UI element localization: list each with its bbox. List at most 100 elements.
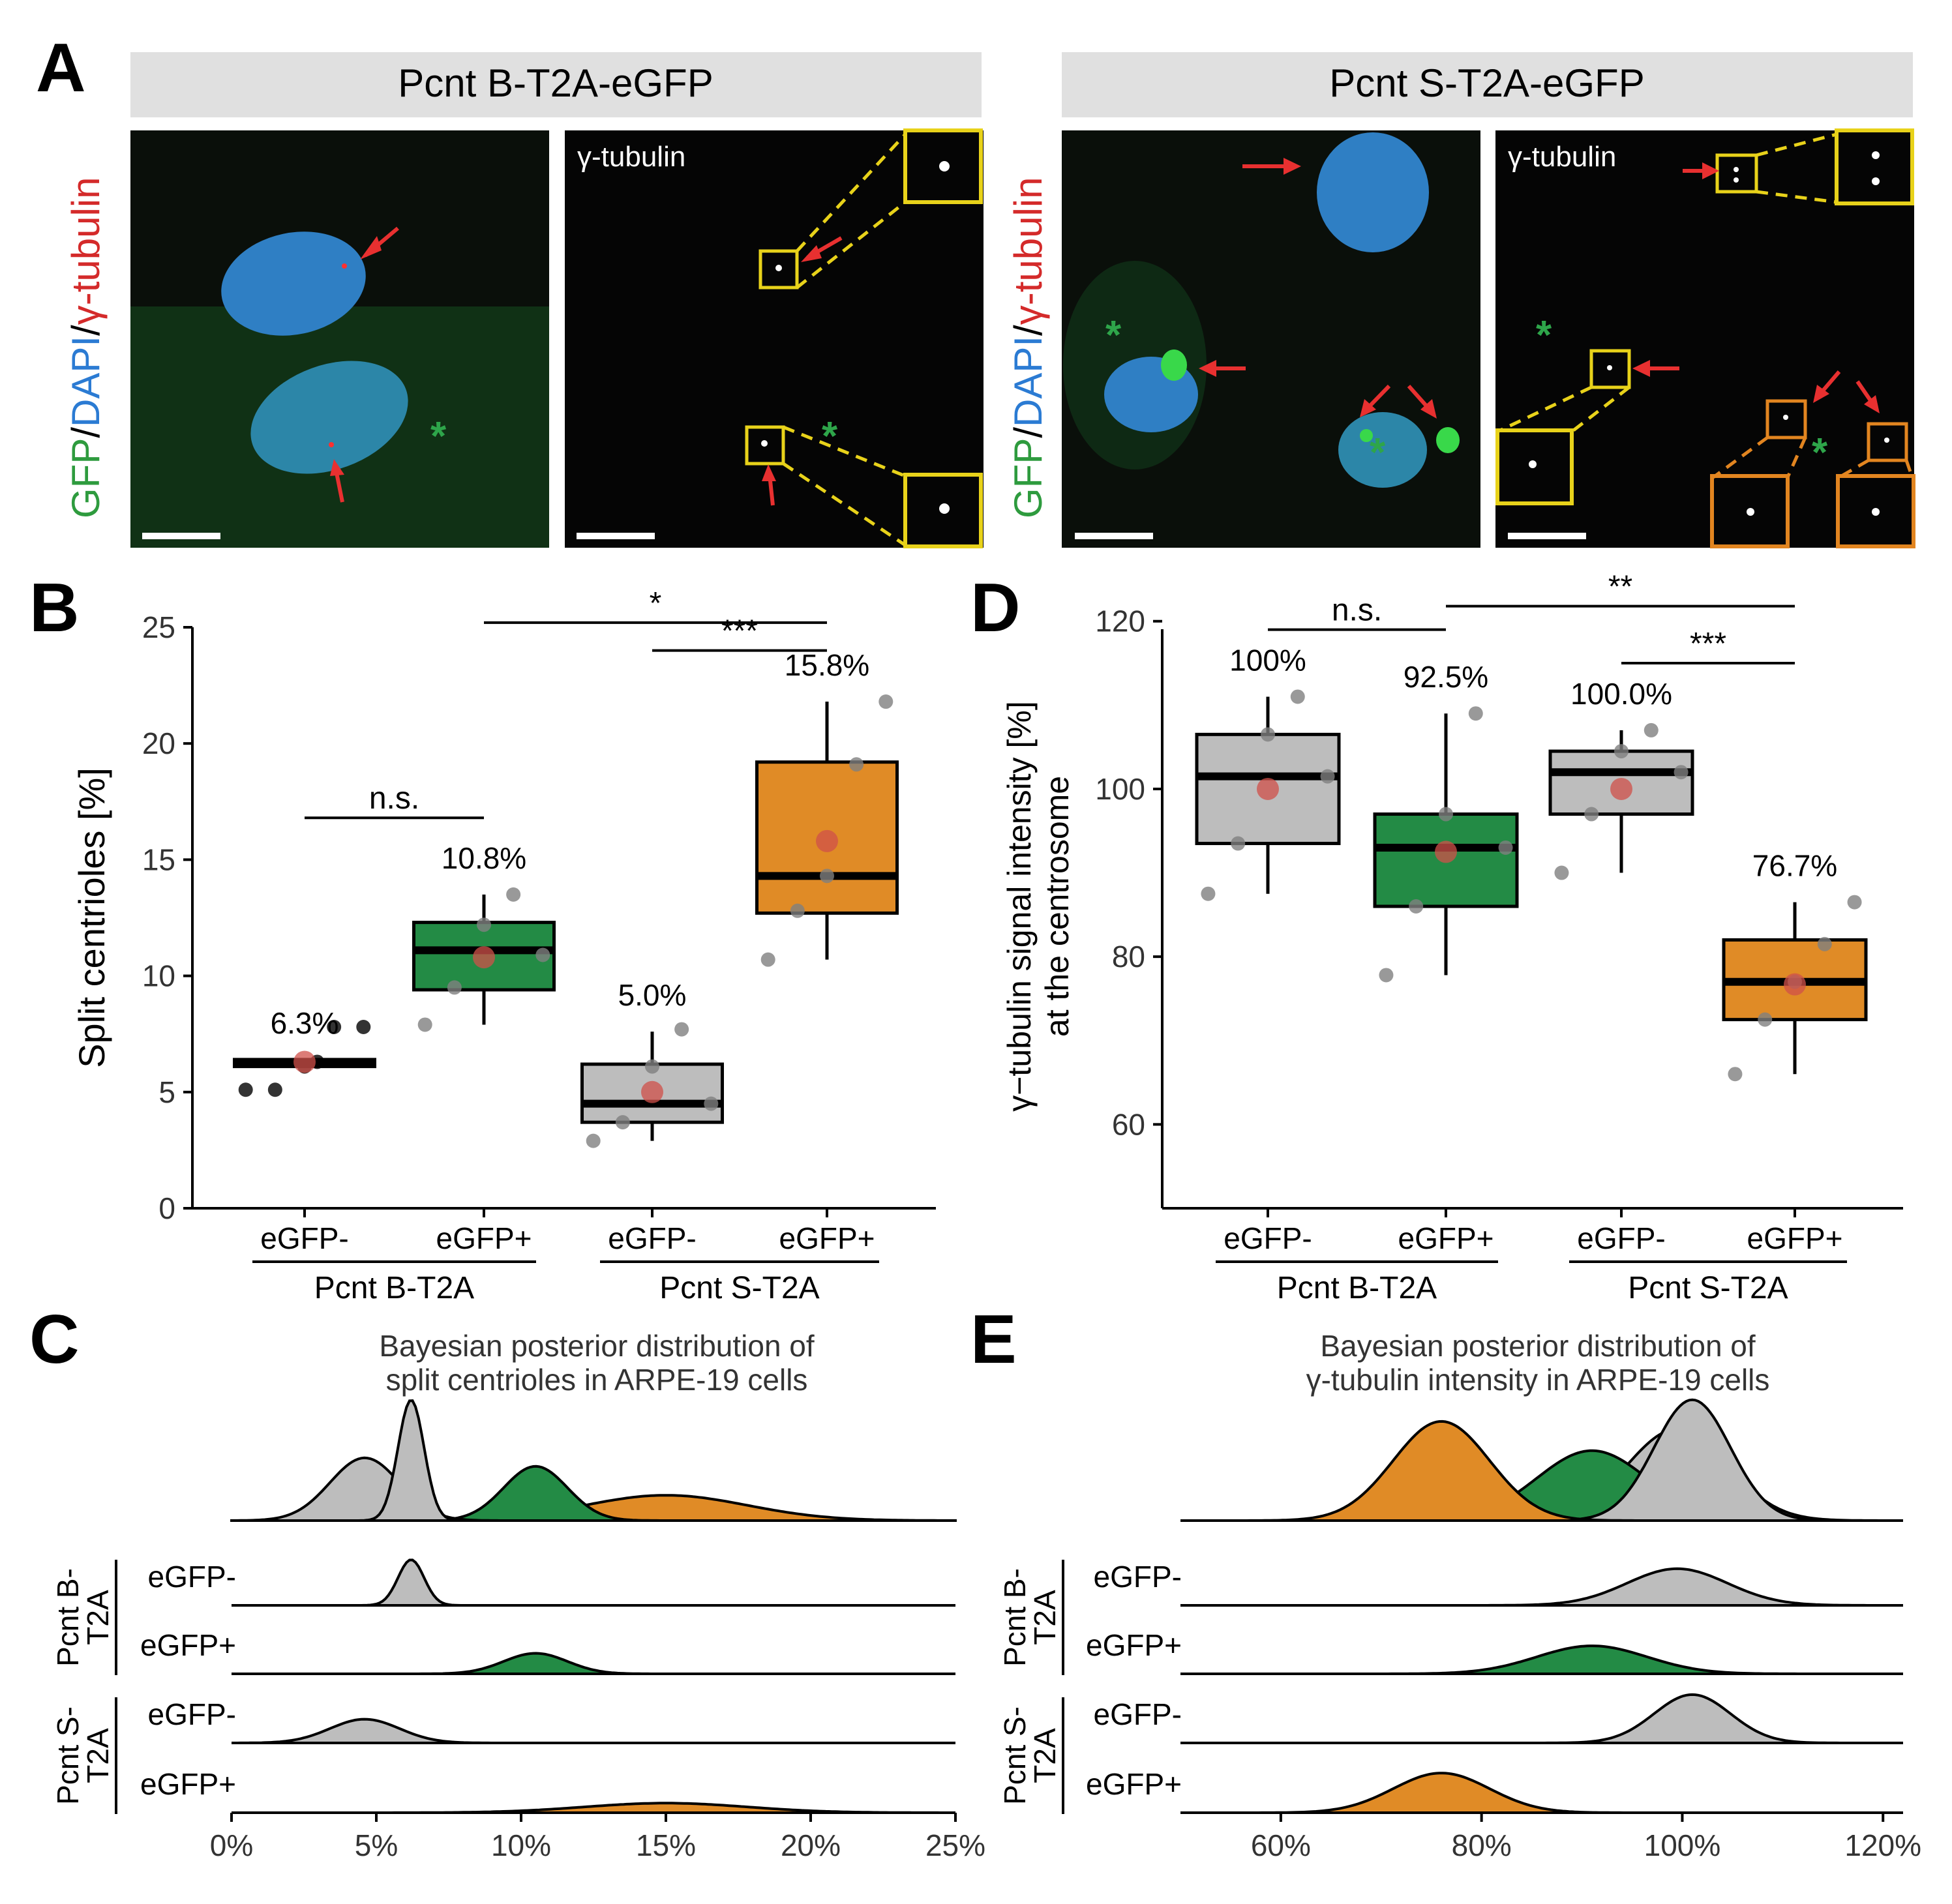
- row-group-label: Pcnt S-: [51, 1706, 85, 1805]
- mean-point: [1610, 777, 1632, 800]
- density-title: γ-tubulin intensity in ARPE-19 cells: [1306, 1363, 1770, 1397]
- density-split-centrioles: Bayesian posterior distribution ofsplit …: [51, 1329, 985, 1862]
- mean-label: 6.3%: [271, 1006, 339, 1040]
- data-point: [1290, 689, 1305, 704]
- significance-label: n.s.: [369, 781, 419, 816]
- micrograph-b-merge: *: [130, 130, 549, 548]
- nucleus: [1338, 412, 1427, 488]
- data-point: [586, 1133, 601, 1148]
- data-point: [1728, 1067, 1743, 1082]
- row-group-label: T2A: [81, 1590, 115, 1645]
- data-point: [1847, 895, 1862, 910]
- label-slash: /: [64, 325, 108, 336]
- micrograph-s-merge: * *: [1062, 130, 1480, 548]
- nucleus: [250, 361, 408, 474]
- x-category-label: eGFP-: [1577, 1221, 1665, 1255]
- micrograph-s-gamma: γ-tubulin * *: [1495, 128, 1915, 548]
- mean-label: 100.0%: [1570, 677, 1672, 711]
- scale-bar: [142, 533, 220, 539]
- mean-point: [1784, 973, 1806, 996]
- density-title: Bayesian posterior distribution of: [1320, 1329, 1756, 1363]
- data-point: [1231, 836, 1246, 851]
- data-point: [535, 947, 550, 962]
- density-curve: [232, 1718, 955, 1744]
- significance-label: **: [1608, 570, 1632, 604]
- mean-point: [641, 1080, 663, 1103]
- y-tick-label: 0: [158, 1191, 175, 1225]
- header-left: Pcnt B-T2A-eGFP: [398, 61, 713, 105]
- y-tick-label: 10: [142, 959, 175, 993]
- row-label: eGFP-: [148, 1560, 236, 1594]
- scale-bar: [1075, 533, 1153, 539]
- x-tick-label: 10%: [491, 1828, 551, 1862]
- mean-point: [1257, 777, 1279, 800]
- row-label: eGFP+: [1086, 1767, 1182, 1801]
- header-bar-right: [1062, 52, 1913, 117]
- y-tick-label: 80: [1112, 940, 1145, 974]
- mean-label: 10.8%: [442, 841, 526, 875]
- y-tick-label: 100: [1095, 772, 1145, 806]
- side-label-left: GFP/DAPI/γ-tubulin: [64, 177, 108, 518]
- asterisk: *: [430, 414, 447, 459]
- data-point: [1817, 936, 1832, 951]
- data-point: [704, 1096, 719, 1111]
- data-point: [1758, 1012, 1773, 1027]
- data-point: [760, 952, 775, 967]
- density-curve: [1180, 1693, 1903, 1744]
- gamma-label: γ-tubulin: [577, 141, 685, 173]
- data-point: [1439, 807, 1453, 822]
- data-point: [267, 1082, 282, 1097]
- data-point: [1498, 840, 1513, 855]
- x-tick-label: 20%: [781, 1828, 841, 1862]
- label-gamma: γ-tubulin: [1006, 177, 1050, 325]
- mean-label: 92.5%: [1404, 660, 1488, 694]
- data-point: [1320, 769, 1335, 784]
- label-slash: /: [64, 427, 108, 438]
- header-bar-left: [130, 52, 982, 117]
- y-tick-label: 25: [142, 610, 175, 644]
- data-point: [356, 1020, 371, 1035]
- mean-point: [1435, 840, 1457, 863]
- x-tick-label: 80%: [1452, 1828, 1512, 1862]
- y-tick-label: 20: [142, 726, 175, 760]
- row-group-label: Pcnt B-: [51, 1568, 85, 1667]
- data-point: [1379, 968, 1394, 983]
- density-curve: [232, 1652, 955, 1675]
- x-group-label: Pcnt B-T2A: [1277, 1271, 1437, 1305]
- asterisk: *: [1105, 313, 1122, 358]
- x-category-label: eGFP-: [260, 1221, 348, 1255]
- asterisk: *: [1536, 313, 1552, 358]
- x-tick-label: 5%: [355, 1828, 398, 1862]
- label-slash: /: [1006, 427, 1050, 438]
- data-point: [1644, 722, 1659, 737]
- data-point: [1468, 706, 1483, 721]
- y-axis-label: Split centrioles [%]: [71, 767, 112, 1068]
- density-gamma-tubulin: Bayesian posterior distribution ofγ-tubu…: [998, 1329, 1921, 1862]
- density-curve: [1180, 1420, 1903, 1522]
- data-point: [327, 1020, 342, 1035]
- nucleus: [1317, 132, 1429, 252]
- row-group-label: Pcnt S-: [998, 1706, 1032, 1805]
- boxplot-gamma-tubulin: 60 80 100 120 γ−tubulin signal intensity [%]…: [1001, 570, 1903, 1305]
- row-group-label: T2A: [1028, 1590, 1062, 1645]
- row-label: eGFP-: [1094, 1697, 1182, 1731]
- data-point: [238, 1082, 253, 1097]
- mean-point: [293, 1050, 316, 1073]
- density-curve: [232, 1802, 955, 1814]
- x-tick-label: 60%: [1251, 1828, 1311, 1862]
- label-gfp: GFP: [64, 438, 108, 518]
- panel-c-letter: C: [29, 1301, 80, 1378]
- data-point: [1614, 744, 1629, 759]
- significance-label: n.s.: [1332, 593, 1382, 628]
- data-point: [1554, 865, 1569, 880]
- asterisk: *: [1812, 430, 1828, 475]
- data-point: [1201, 886, 1216, 901]
- data-point: [417, 1017, 432, 1032]
- label-dapi: DAPI: [1006, 336, 1050, 427]
- row-group-label: T2A: [1028, 1728, 1062, 1783]
- row-label: eGFP+: [140, 1628, 236, 1662]
- row-label: eGFP+: [1086, 1628, 1182, 1662]
- row-group-label: Pcnt B-: [998, 1568, 1032, 1667]
- y-tick-label: 15: [142, 842, 175, 876]
- mean-label: 15.8%: [785, 648, 869, 682]
